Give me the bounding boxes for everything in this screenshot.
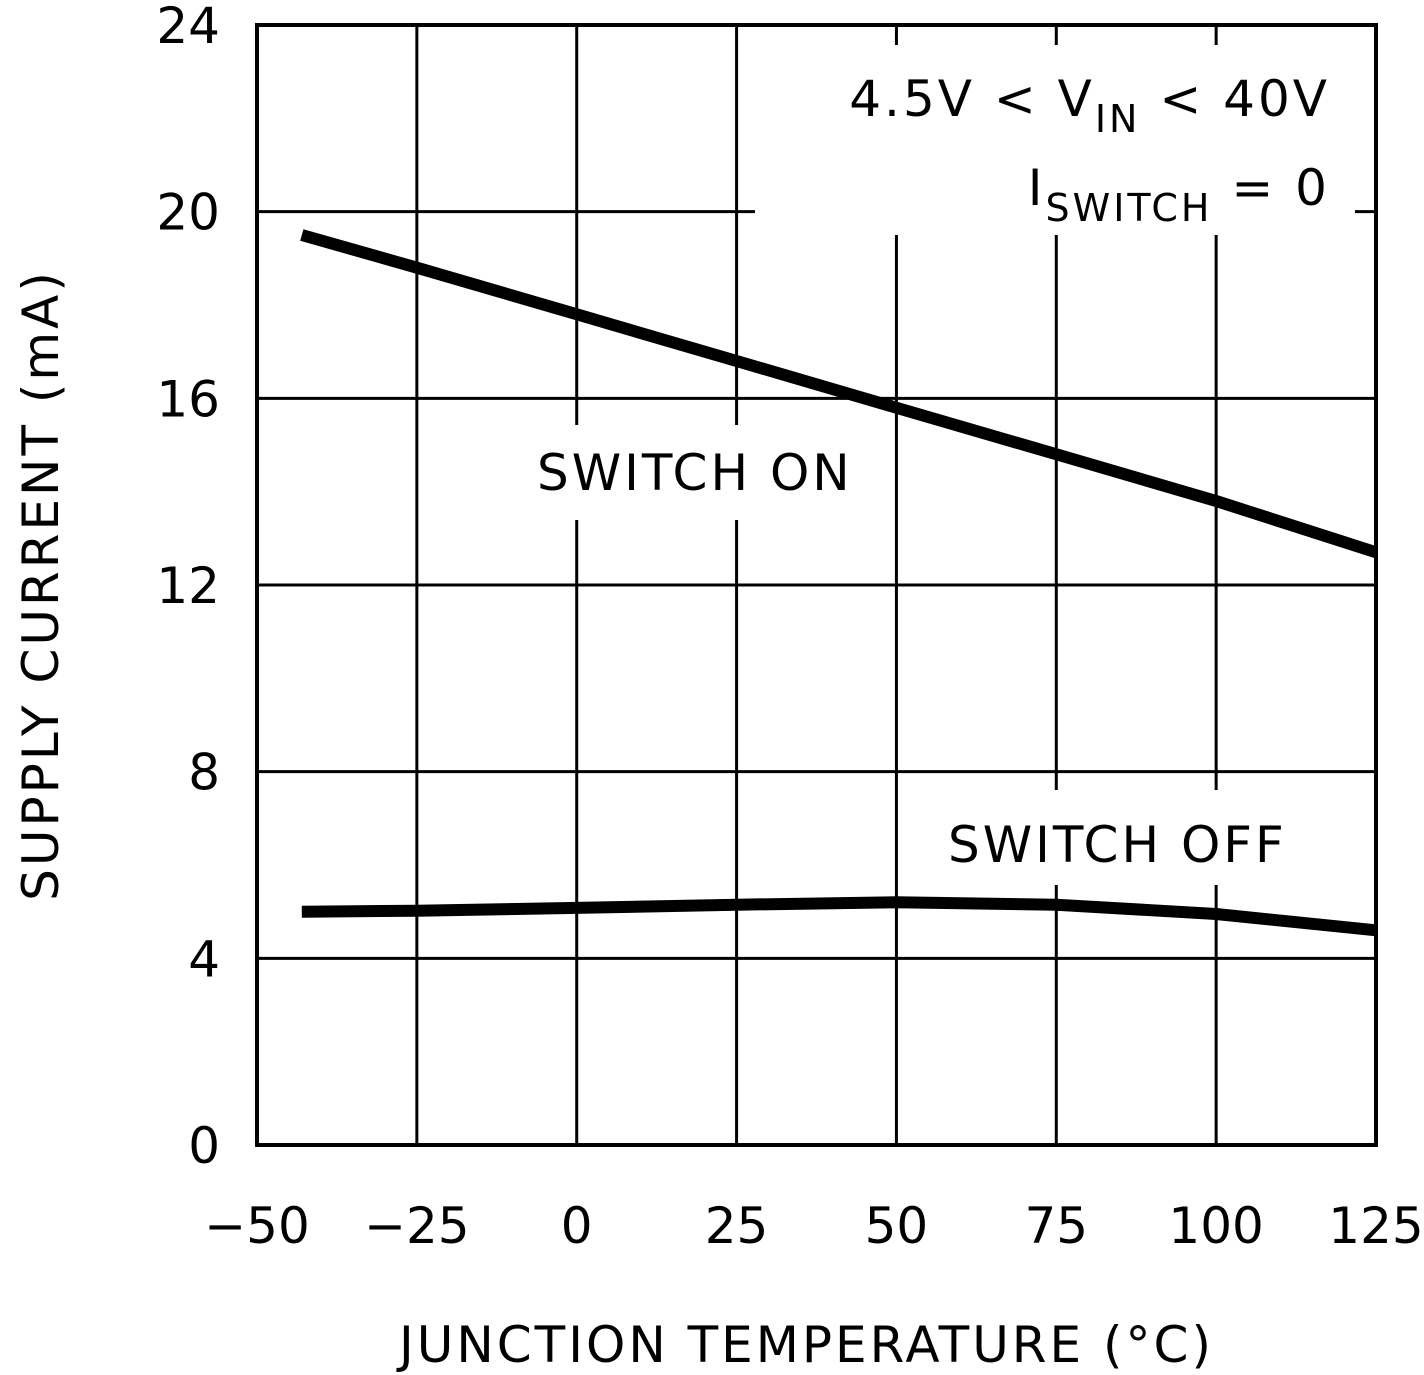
label-knockout xyxy=(755,45,1355,235)
series-lines xyxy=(300,229,1378,937)
condition-iswitch: ISWITCH = 0 xyxy=(1028,159,1330,230)
x-tick-label: 50 xyxy=(865,1197,929,1255)
x-tick-label: −50 xyxy=(204,1197,310,1255)
x-tick-label: −25 xyxy=(364,1197,470,1255)
condition-iswitch-subscript: SWITCH xyxy=(1046,186,1213,230)
series-line-switch-on xyxy=(300,229,1378,559)
series-label-switch-off: SWITCH OFF xyxy=(948,816,1287,874)
condition-vin-suffix: < 40V xyxy=(1140,70,1330,128)
y-tick-label: 16 xyxy=(156,370,220,428)
label-knockout xyxy=(515,425,875,520)
condition-iswitch-prefix: I xyxy=(1028,159,1046,217)
condition-vin-subscript: IN xyxy=(1095,97,1141,141)
x-tick-label: 25 xyxy=(705,1197,769,1255)
y-tick-label: 20 xyxy=(156,184,220,242)
y-tick-label: 24 xyxy=(156,0,220,55)
y-tick-label: 12 xyxy=(156,557,220,615)
x-tick-label: 100 xyxy=(1168,1197,1263,1255)
x-tick-label: 125 xyxy=(1328,1197,1423,1255)
y-tick-label: 0 xyxy=(188,1117,220,1175)
series-line-switch-off xyxy=(301,896,1377,937)
condition-vin-prefix: 4.5V < V xyxy=(849,70,1095,128)
condition-vin-range: 4.5V < VIN < 40V xyxy=(849,70,1330,141)
label-knockout xyxy=(928,790,1313,885)
y-tick-labels: 0 4 8 12 16 20 24 xyxy=(156,0,220,1175)
condition-iswitch-suffix: = 0 xyxy=(1213,159,1331,217)
x-tick-label: 0 xyxy=(561,1197,593,1255)
y-axis-label: SUPPLY CURRENT (mA) xyxy=(12,269,70,901)
series-label-switch-on: SWITCH ON xyxy=(537,444,853,502)
x-tick-label: 75 xyxy=(1024,1197,1088,1255)
label-masks xyxy=(515,45,1355,885)
plot-frame xyxy=(255,23,1378,1147)
y-tick-label: 4 xyxy=(188,930,220,988)
x-tick-labels: −50 −25 0 25 50 75 100 125 xyxy=(204,1197,1423,1255)
y-tick-label: 8 xyxy=(188,744,220,802)
x-axis-label: JUNCTION TEMPERATURE (°C) xyxy=(396,1316,1214,1374)
